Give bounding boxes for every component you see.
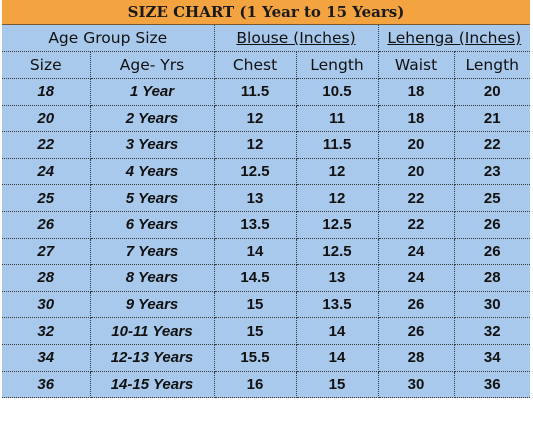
age-cell: 10-11 Years	[90, 317, 215, 345]
chest-cell: 13	[214, 184, 297, 212]
lehenga-length-cell: 32	[454, 317, 531, 345]
chest-cell: 12.5	[214, 158, 297, 186]
table-row: 22 3 Years 12 11.5 20 22	[2, 131, 531, 159]
lehenga-length-cell: 26	[454, 238, 531, 266]
lehenga-length-cell: 21	[454, 105, 531, 133]
waist-cell: 30	[378, 371, 455, 399]
column-header-waist: Waist	[378, 51, 455, 79]
table-row: 36 14-15 Years 16 15 30 36	[2, 371, 531, 399]
size-cell: 25	[2, 184, 91, 212]
lehenga-length-cell: 28	[454, 264, 531, 292]
table-row: 34 12-13 Years 15.5 14 28 34	[2, 344, 531, 372]
lehenga-length-cell: 34	[454, 344, 531, 372]
chest-cell: 14	[214, 238, 297, 266]
lehenga-length-cell: 20	[454, 78, 531, 106]
group-header-blouse: Blouse (Inches)	[214, 25, 379, 52]
size-cell: 22	[2, 131, 91, 159]
column-header-blouse-length: Length	[296, 51, 379, 79]
size-cell: 36	[2, 371, 91, 399]
waist-cell: 18	[378, 78, 455, 106]
chest-cell: 11.5	[214, 78, 297, 106]
blouse-length-cell: 11	[296, 105, 379, 133]
lehenga-length-cell: 26	[454, 211, 531, 239]
size-cell: 24	[2, 158, 91, 186]
column-header-lehenga-length: Length	[454, 51, 531, 79]
age-cell: 9 Years	[90, 291, 215, 319]
table-body: 18 1 Year 11.5 10.5 18 20 20 2 Years 12 11 18 21 22 3…	[2, 78, 531, 399]
age-cell: 5 Years	[90, 184, 215, 212]
lehenga-length-cell: 30	[454, 291, 531, 319]
age-cell: 12-13 Years	[90, 344, 215, 372]
chest-cell: 12	[214, 131, 297, 159]
table-row: 28 8 Years 14.5 13 24 28	[2, 264, 531, 292]
age-cell: 14-15 Years	[90, 371, 215, 399]
table-row: 25 5 Years 13 12 22 25	[2, 184, 531, 212]
waist-cell: 22	[378, 211, 455, 239]
column-header-chest: Chest	[214, 51, 297, 79]
table-row: 26 6 Years 13.5 12.5 22 26	[2, 211, 531, 239]
blouse-length-cell: 15	[296, 371, 379, 399]
blouse-length-cell: 12.5	[296, 211, 379, 239]
size-chart-sheet: SIZE CHART (1 Year to 15 Years) Age Grou…	[2, 0, 531, 399]
group-header-age: Age Group Size	[2, 25, 215, 52]
size-cell: 30	[2, 291, 91, 319]
age-cell: 6 Years	[90, 211, 215, 239]
age-cell: 7 Years	[90, 238, 215, 266]
waist-cell: 28	[378, 344, 455, 372]
age-cell: 8 Years	[90, 264, 215, 292]
table-row: 27 7 Years 14 12.5 24 26	[2, 238, 531, 266]
table-row: 30 9 Years 15 13.5 26 30	[2, 291, 531, 319]
group-header-row: Age Group Size Blouse (Inches) Lehenga (…	[2, 25, 531, 52]
size-cell: 32	[2, 317, 91, 345]
waist-cell: 20	[378, 158, 455, 186]
lehenga-length-cell: 23	[454, 158, 531, 186]
size-cell: 34	[2, 344, 91, 372]
chest-cell: 15	[214, 291, 297, 319]
chart-title: SIZE CHART (1 Year to 15 Years)	[2, 0, 530, 25]
chest-cell: 15.5	[214, 344, 297, 372]
age-cell: 3 Years	[90, 131, 215, 159]
blouse-length-cell: 13	[296, 264, 379, 292]
blouse-length-cell: 12.5	[296, 238, 379, 266]
age-cell: 1 Year	[90, 78, 215, 106]
blouse-length-cell: 11.5	[296, 131, 379, 159]
size-cell: 28	[2, 264, 91, 292]
waist-cell: 18	[378, 105, 455, 133]
size-cell: 18	[2, 78, 91, 106]
blouse-length-cell: 13.5	[296, 291, 379, 319]
lehenga-length-cell: 36	[454, 371, 531, 399]
size-cell: 20	[2, 105, 91, 133]
chest-cell: 12	[214, 105, 297, 133]
lehenga-length-cell: 25	[454, 184, 531, 212]
waist-cell: 20	[378, 131, 455, 159]
waist-cell: 26	[378, 317, 455, 345]
blouse-length-cell: 12	[296, 158, 379, 186]
chest-cell: 15	[214, 317, 297, 345]
lehenga-length-cell: 22	[454, 131, 531, 159]
table-row: 18 1 Year 11.5 10.5 18 20	[2, 78, 531, 106]
size-table: Age Group Size Blouse (Inches) Lehenga (…	[2, 25, 531, 399]
waist-cell: 24	[378, 264, 455, 292]
chest-cell: 13.5	[214, 211, 297, 239]
waist-cell: 26	[378, 291, 455, 319]
size-cell: 27	[2, 238, 91, 266]
table-row: 32 10-11 Years 15 14 26 32	[2, 317, 531, 345]
blouse-length-cell: 12	[296, 184, 379, 212]
blouse-length-cell: 14	[296, 344, 379, 372]
column-header-row: Size Age- Yrs Chest Length Waist Length	[2, 51, 531, 79]
age-cell: 4 Years	[90, 158, 215, 186]
waist-cell: 24	[378, 238, 455, 266]
table-row: 24 4 Years 12.5 12 20 23	[2, 158, 531, 186]
chest-cell: 16	[214, 371, 297, 399]
group-header-lehenga: Lehenga (Inches)	[378, 25, 531, 52]
blouse-length-cell: 14	[296, 317, 379, 345]
chest-cell: 14.5	[214, 264, 297, 292]
column-header-size: Size	[2, 51, 91, 79]
age-cell: 2 Years	[90, 105, 215, 133]
column-header-age: Age- Yrs	[90, 51, 215, 79]
table-row: 20 2 Years 12 11 18 21	[2, 105, 531, 133]
size-cell: 26	[2, 211, 91, 239]
waist-cell: 22	[378, 184, 455, 212]
blouse-length-cell: 10.5	[296, 78, 379, 106]
